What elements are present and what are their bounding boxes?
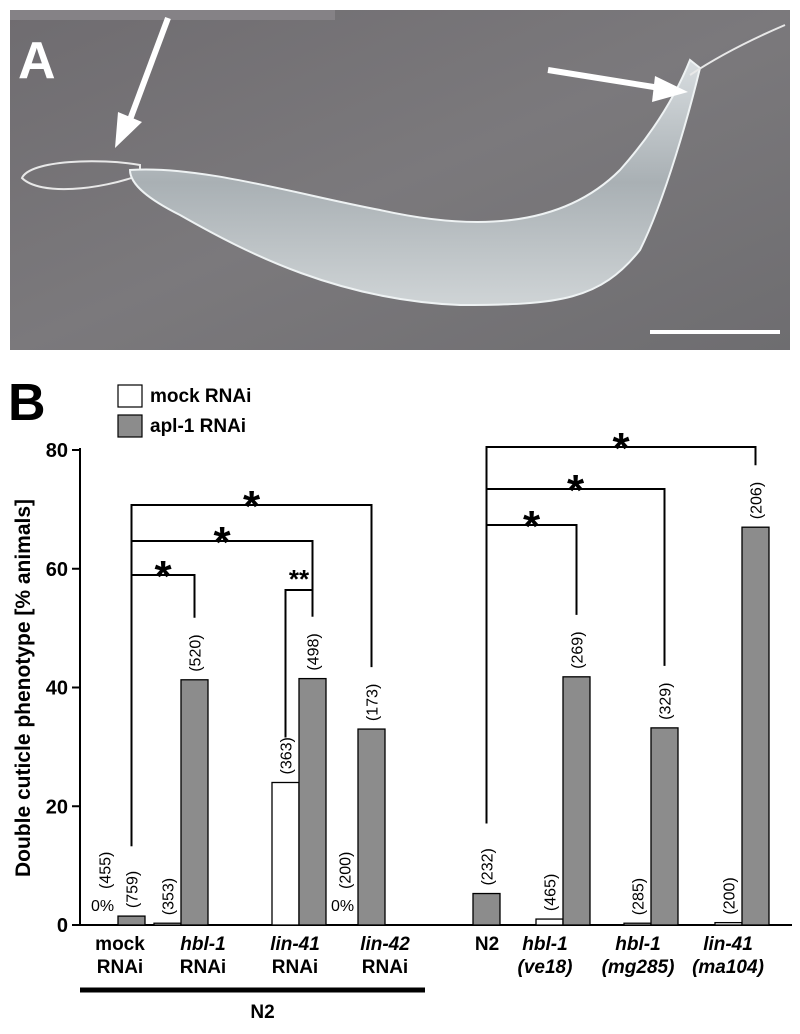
value-label: 0% [91, 898, 114, 915]
bar [271, 781, 300, 926]
bar [117, 915, 146, 926]
bar [623, 922, 652, 926]
group-label: N2 [250, 1002, 274, 1023]
bar [298, 677, 327, 926]
x-tick-label: RNAi [272, 957, 318, 978]
x-tick-label: N2 [475, 934, 499, 955]
photo-tile [10, 10, 335, 20]
y-tick-label: 20 [46, 796, 68, 818]
count-label: (269) [570, 631, 587, 668]
arrow [125, 16, 171, 127]
significance-label: * [154, 552, 172, 601]
count-label: (498) [306, 633, 323, 670]
y-tick-label: 80 [46, 440, 68, 462]
count-label: (232) [480, 848, 497, 885]
count-label: (329) [658, 683, 675, 720]
count-label: (200) [338, 852, 355, 889]
arrow-head [115, 112, 142, 148]
x-tick-label: RNAi [362, 957, 408, 978]
count-label: (173) [365, 684, 382, 721]
count-label: (285) [631, 878, 648, 915]
bar [562, 676, 591, 926]
bar [357, 728, 386, 926]
y-tick-label: 40 [46, 678, 68, 700]
significance-bracket [130, 504, 373, 847]
count-label: (200) [722, 877, 739, 914]
x-tick-label: RNAi [97, 957, 143, 978]
x-tick-label: lin-41 [270, 934, 320, 955]
significance-label: * [612, 424, 630, 473]
significance-label: * [523, 502, 541, 551]
x-tick-label: hbl-1 [522, 934, 567, 955]
significance-label: * [567, 466, 585, 515]
y-tick-label: 0 [57, 915, 68, 937]
significance-label: * [213, 518, 231, 567]
value-label: 0% [331, 898, 354, 915]
y-tick-label: 60 [46, 559, 68, 581]
x-tick-label: hbl-1 [180, 934, 225, 955]
count-label: (465) [543, 874, 560, 911]
count-label: (353) [161, 878, 178, 915]
x-tick-label: mock [95, 934, 145, 955]
y-axis-label: Double cuticle phenotype [% animals] [12, 499, 35, 877]
arrow [547, 67, 661, 91]
bar [650, 727, 679, 926]
x-tick-label: (ve18) [518, 957, 573, 978]
worm-tail [689, 24, 786, 76]
count-label: (363) [279, 737, 296, 774]
x-tick-label: (ma104) [692, 957, 764, 978]
significance-label: ** [289, 564, 310, 594]
legend-swatch [117, 384, 143, 408]
bar [153, 922, 182, 926]
bar [535, 918, 564, 926]
legend-label: mock RNAi [150, 386, 251, 407]
worm [128, 58, 702, 307]
x-tick-label: lin-41 [703, 934, 753, 955]
count-label: (206) [749, 482, 766, 519]
count-label: (455) [98, 852, 115, 889]
significance-bracket [284, 589, 314, 738]
x-tick-label: RNAi [180, 957, 226, 978]
bar [180, 679, 209, 926]
bar [741, 526, 770, 926]
photo: A [10, 10, 790, 350]
bar [472, 892, 501, 926]
panel-label: A [18, 32, 56, 90]
x-tick-label: hbl-1 [615, 934, 660, 955]
bar [714, 921, 743, 926]
arrow-head [652, 76, 688, 102]
legend-label: apl-1 RNAi [150, 416, 246, 437]
significance-bracket [485, 446, 757, 824]
count-label: (520) [188, 634, 205, 671]
x-tick-label: (mg285) [602, 957, 675, 978]
x-tick-label: lin-42 [360, 934, 410, 955]
legend-swatch [117, 414, 143, 438]
significance-label: * [243, 482, 261, 531]
panel-label: B [8, 374, 46, 432]
count-label: (759) [125, 871, 142, 908]
plot: 0 20 40 60 80 mock RNAi apl-1 RNAi 0% (455) (353)… [46, 384, 792, 1023]
